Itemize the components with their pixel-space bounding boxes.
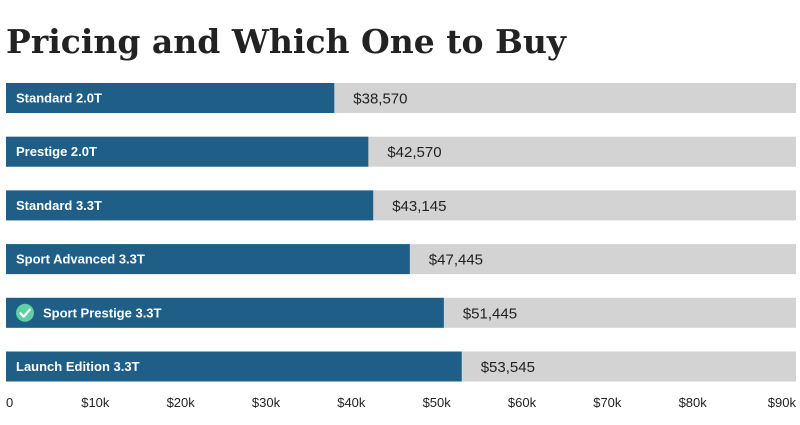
bar-value-label: $47,445 bbox=[429, 252, 483, 269]
x-tick-label: $30k bbox=[252, 395, 281, 410]
bar-value-label: $42,570 bbox=[387, 144, 441, 161]
bar bbox=[6, 136, 369, 167]
bar bbox=[6, 190, 374, 221]
bar bbox=[6, 83, 335, 113]
x-tick-label: $50k bbox=[423, 395, 452, 410]
x-tick-label: $60k bbox=[508, 395, 537, 410]
bar-value-label: $53,545 bbox=[481, 359, 535, 376]
x-tick-label: $40k bbox=[337, 395, 366, 410]
bar-category-label: Launch Edition 3.3T bbox=[16, 359, 140, 374]
x-tick-label: $70k bbox=[593, 395, 622, 410]
bar bbox=[6, 244, 410, 275]
bar-category-label: Sport Prestige 3.3T bbox=[43, 305, 162, 320]
bar bbox=[6, 297, 444, 328]
bar-value-label: $43,145 bbox=[392, 198, 446, 215]
bar-category-label: Prestige 2.0T bbox=[16, 144, 97, 159]
bar-value-label: $51,445 bbox=[463, 305, 517, 322]
bar-category-label: Standard 3.3T bbox=[16, 198, 102, 213]
chart-title: Pricing and Which One to Buy bbox=[6, 22, 567, 61]
x-tick-label: $20k bbox=[167, 395, 196, 410]
x-tick-label: $10k bbox=[81, 395, 110, 410]
x-tick-label: $90k bbox=[768, 395, 797, 410]
bar-category-label: Standard 2.0T bbox=[16, 91, 102, 106]
bar-category-label: Sport Advanced 3.3T bbox=[16, 252, 145, 267]
check-circle-icon bbox=[16, 303, 34, 322]
bar-value-label: $38,570 bbox=[353, 91, 407, 108]
bar bbox=[6, 351, 462, 382]
x-tick-label: 0 bbox=[6, 395, 13, 410]
x-tick-label: $80k bbox=[679, 395, 708, 410]
